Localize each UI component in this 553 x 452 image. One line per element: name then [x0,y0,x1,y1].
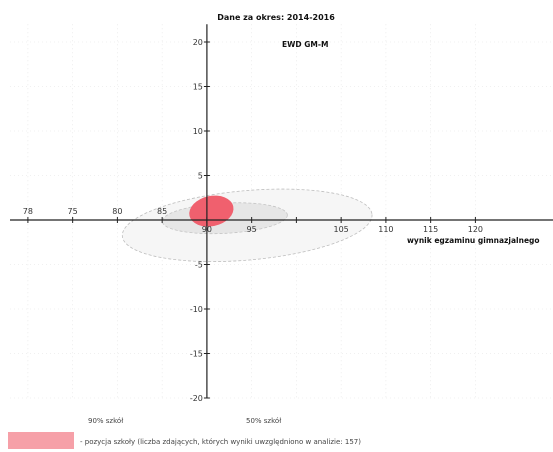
y-axis-label: EWD GM-M [282,40,328,49]
y-tick-label-2: 10 [193,127,203,136]
x-ticks: 78 75 80 85 90 95 105 110 115 120 [23,207,483,234]
x-tick-label-2: 80 [112,207,122,216]
y-tick-label-7: -20 [190,394,203,403]
x-tick-label-0: 78 [23,207,33,216]
x-axis-label: wynik egzaminu gimnazjalnego [407,236,540,245]
y-tick-label-4: -5 [195,261,203,270]
legend-50-label: 50% szkół [246,417,281,425]
x-tick-label-7: 105 [334,225,349,234]
grid [10,24,553,399]
x-tick-label-1: 75 [68,207,78,216]
legend-school-swatch [8,432,74,449]
x-tick-label-9: 115 [423,225,438,234]
y-tick-label-0: 20 [193,38,203,47]
y-ticks: 20 15 10 5 -5 -10 -15 -20 [190,38,210,403]
legend-90-label: 90% szkół [88,417,123,425]
y-tick-label-3: 5 [198,172,203,181]
school-position-ellipse [189,195,234,227]
legend-school-label: - pozycja szkoły (liczba zdających, któr… [80,438,361,446]
chart-title: Dane za okres: 2014-2016 [217,13,335,22]
x-tick-label-3: 85 [157,207,167,216]
x-tick-label-4: 90 [202,225,212,234]
x-tick-label-5: 95 [247,225,257,234]
y-tick-label-5: -10 [190,305,203,314]
y-tick-label-1: 15 [193,83,203,92]
x-tick-label-10: 120 [468,225,483,234]
confidence-bands [121,188,373,263]
y-tick-label-6: -15 [190,350,203,359]
x-tick-label-8: 110 [378,225,393,234]
